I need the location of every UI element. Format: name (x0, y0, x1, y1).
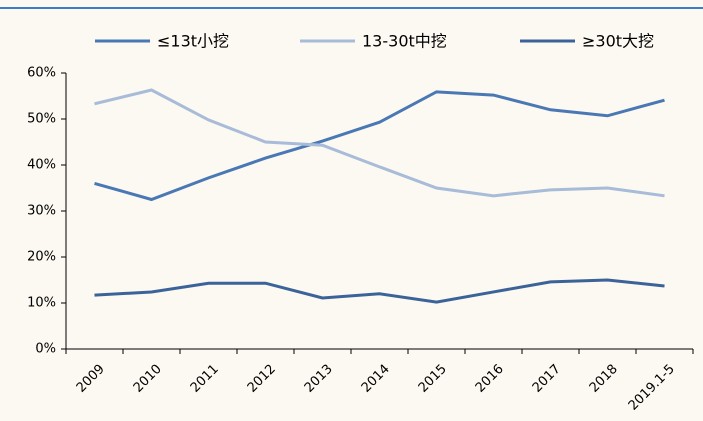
y-tick-label: 10% (27, 296, 56, 311)
series-line (94, 90, 665, 202)
y-tick-label: 60% (27, 66, 56, 81)
legend-label: ≥30t大挖 (582, 32, 654, 51)
y-tick-label: 40% (27, 158, 56, 173)
y-tick-label: 20% (27, 250, 56, 265)
legend-label: ≤13t小挖 (157, 32, 229, 51)
y-tick-label: 30% (27, 204, 56, 219)
legend-label: 13-30t中挖 (362, 32, 447, 51)
y-tick-label: 0% (35, 342, 56, 357)
series-line (94, 278, 665, 304)
series-line (94, 88, 665, 198)
y-tick-label: 50% (27, 112, 56, 127)
